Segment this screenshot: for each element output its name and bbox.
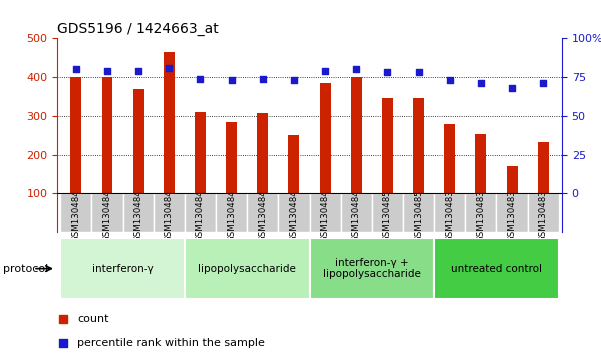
Point xyxy=(196,76,206,81)
Bar xyxy=(310,238,434,299)
Point xyxy=(538,80,548,86)
Bar xyxy=(70,77,81,193)
Point xyxy=(227,77,236,83)
Bar xyxy=(226,122,237,193)
Text: GSM1304851: GSM1304851 xyxy=(414,184,423,242)
Bar xyxy=(351,77,362,193)
Text: GSM1304839: GSM1304839 xyxy=(538,184,548,242)
Text: GDS5196 / 1424663_at: GDS5196 / 1424663_at xyxy=(57,22,219,36)
Text: GSM1304842: GSM1304842 xyxy=(133,184,142,242)
Point xyxy=(58,316,68,322)
Text: GSM1304840: GSM1304840 xyxy=(72,184,81,242)
Bar xyxy=(102,77,112,193)
Bar xyxy=(216,193,247,232)
Text: GSM1304850: GSM1304850 xyxy=(383,184,392,242)
Bar xyxy=(278,193,310,232)
Text: GSM1304843: GSM1304843 xyxy=(165,184,174,242)
Bar xyxy=(382,98,393,193)
Bar xyxy=(496,193,528,232)
Bar xyxy=(133,89,144,193)
Bar xyxy=(372,193,403,232)
Text: GSM1304837: GSM1304837 xyxy=(477,184,486,242)
Text: interferon-γ +
lipopolysaccharide: interferon-γ + lipopolysaccharide xyxy=(323,258,421,280)
Text: GSM1304847: GSM1304847 xyxy=(290,184,299,242)
Text: GSM1304838: GSM1304838 xyxy=(508,184,517,242)
Point xyxy=(413,69,423,75)
Bar xyxy=(528,193,559,232)
Point xyxy=(258,76,267,81)
Bar xyxy=(538,142,549,193)
Point xyxy=(71,66,81,72)
Point xyxy=(133,68,143,74)
Bar xyxy=(507,166,517,193)
Point xyxy=(507,85,517,91)
Bar xyxy=(341,193,372,232)
Point xyxy=(352,66,361,72)
Text: protocol: protocol xyxy=(3,264,48,274)
Bar xyxy=(60,238,185,299)
Text: GSM1304846: GSM1304846 xyxy=(258,184,267,242)
Point xyxy=(289,77,299,83)
Point xyxy=(102,68,112,74)
Text: untreated control: untreated control xyxy=(451,264,542,274)
Text: GSM1304849: GSM1304849 xyxy=(352,184,361,242)
Bar xyxy=(434,238,559,299)
Text: GSM1304836: GSM1304836 xyxy=(445,184,454,242)
Point xyxy=(476,80,486,86)
Bar xyxy=(434,193,465,232)
Text: count: count xyxy=(78,314,109,324)
Bar xyxy=(413,98,424,193)
Text: interferon-γ: interferon-γ xyxy=(92,264,153,274)
Text: GSM1304844: GSM1304844 xyxy=(196,184,205,242)
Bar xyxy=(310,193,341,232)
Text: GSM1304848: GSM1304848 xyxy=(320,184,329,242)
Text: percentile rank within the sample: percentile rank within the sample xyxy=(78,338,265,348)
Text: lipopolysaccharide: lipopolysaccharide xyxy=(198,264,296,274)
Bar xyxy=(60,193,91,232)
Bar xyxy=(195,112,206,193)
Bar xyxy=(475,134,486,193)
Bar xyxy=(185,238,310,299)
Bar xyxy=(465,193,496,232)
Point xyxy=(165,65,174,70)
Point xyxy=(58,340,68,346)
Bar xyxy=(91,193,123,232)
Text: GSM1304841: GSM1304841 xyxy=(102,184,111,242)
Bar xyxy=(444,124,455,193)
Bar xyxy=(257,113,268,193)
Bar xyxy=(154,193,185,232)
Point xyxy=(383,69,392,75)
Point xyxy=(320,68,330,74)
Point xyxy=(445,77,454,83)
Bar xyxy=(123,193,154,232)
Bar xyxy=(320,83,331,193)
Bar xyxy=(403,193,434,232)
Bar xyxy=(247,193,278,232)
Bar xyxy=(164,52,175,193)
Text: GSM1304845: GSM1304845 xyxy=(227,184,236,242)
Bar xyxy=(185,193,216,232)
Bar xyxy=(288,135,299,193)
